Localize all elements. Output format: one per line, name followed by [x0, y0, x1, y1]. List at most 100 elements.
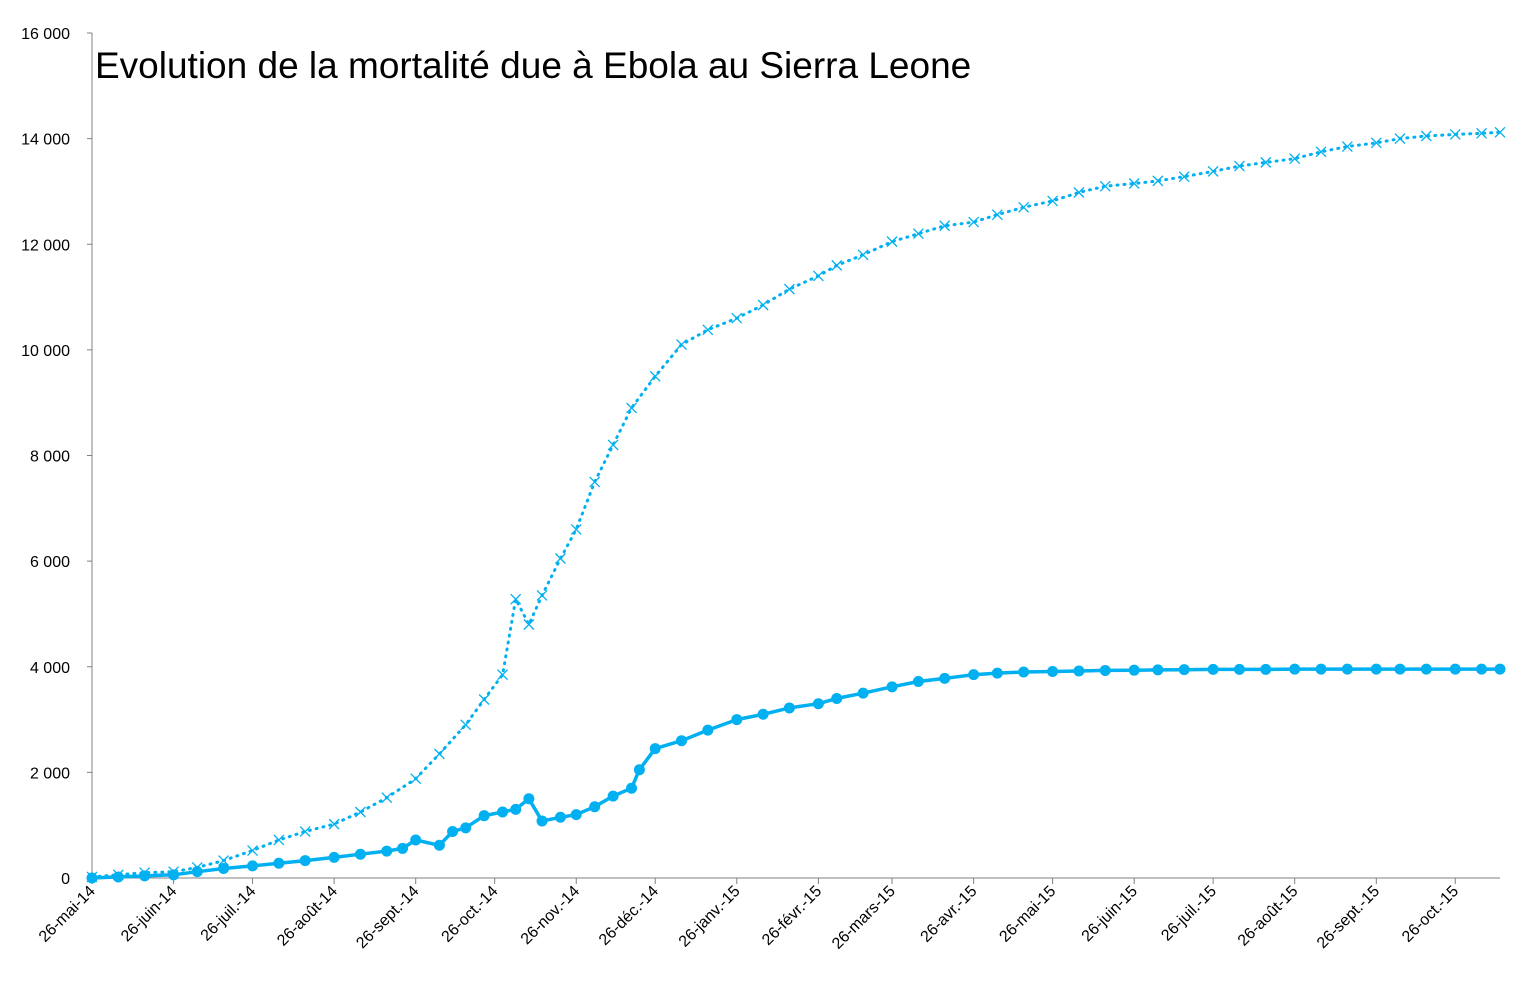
- series-1-point: [783, 283, 795, 295]
- y-tick-label: 4 000: [30, 660, 70, 677]
- series-2-point: [831, 692, 843, 704]
- series-1-point: [1073, 187, 1085, 198]
- y-tick-label: 14 000: [21, 132, 70, 149]
- series-2-point: [1207, 663, 1219, 675]
- series-1-line: [90, 130, 1502, 879]
- series-1-point: [1394, 133, 1406, 145]
- series-1-point: [1047, 195, 1059, 207]
- series-1-point: [1018, 201, 1030, 213]
- series-2-point: [1047, 666, 1059, 678]
- series-2-point: [1494, 663, 1506, 675]
- series-1-point: [1207, 165, 1219, 177]
- series-2-point: [1289, 663, 1301, 675]
- series-2-point: [478, 810, 490, 822]
- series-2-point: [757, 708, 769, 720]
- series-2-point: [168, 869, 180, 881]
- series-1-point: [554, 553, 566, 564]
- series-2-point: [497, 806, 509, 818]
- series-1-point: [510, 593, 522, 605]
- series-2-point: [1420, 663, 1432, 675]
- series-1-point: [626, 402, 637, 414]
- series-2-point: [912, 676, 924, 688]
- series-layer: [86, 126, 1506, 884]
- series-2-point: [626, 782, 638, 794]
- series-1-point: [1128, 178, 1140, 189]
- series-2-point: [1394, 663, 1406, 675]
- series-1-point: [757, 299, 769, 311]
- series-2-point: [1476, 663, 1488, 675]
- series-2-point: [299, 855, 311, 867]
- series-1-point: [1099, 180, 1111, 192]
- series-2-point: [523, 793, 535, 805]
- series-1-point: [1315, 146, 1327, 158]
- series-1-point: [731, 312, 743, 324]
- series-2-point: [607, 790, 619, 802]
- series-1-point: [968, 216, 980, 228]
- series-1-point: [1420, 130, 1432, 142]
- series-2-point: [1099, 664, 1111, 676]
- series-2-point: [968, 669, 980, 681]
- series-2-point: [218, 862, 230, 874]
- series-2-point: [1152, 664, 1164, 676]
- series-1-point: [812, 270, 824, 282]
- chart-title: Evolution de la mortalité due à Ebola au…: [95, 45, 971, 86]
- series-1-point: [1370, 137, 1382, 149]
- series-2-point: [702, 724, 714, 736]
- series-1-point: [676, 339, 687, 351]
- series-2-point: [328, 851, 340, 863]
- series-2-point: [570, 809, 582, 821]
- series-2-point: [86, 872, 98, 884]
- series-1-point: [1289, 153, 1301, 165]
- series-1-point: [523, 619, 535, 630]
- series-2-point: [510, 803, 522, 815]
- series-2-point: [1370, 663, 1382, 675]
- series-2-point: [447, 826, 459, 838]
- series-2-point: [554, 811, 566, 823]
- series-1-point: [478, 694, 490, 705]
- series-2-point: [857, 687, 869, 699]
- series-2-point: [1178, 664, 1190, 676]
- series-2-point: [1260, 663, 1272, 675]
- series-1: [86, 126, 1506, 883]
- series-2-point: [1128, 664, 1140, 676]
- series-1-point: [589, 476, 601, 488]
- series-1-point: [649, 370, 661, 382]
- series-2-point: [397, 842, 409, 854]
- series-2-point: [139, 870, 151, 882]
- series-1-point: [218, 855, 230, 867]
- series-1-point: [570, 523, 582, 535]
- series-2-point: [886, 681, 898, 693]
- series-1-point: [299, 826, 311, 837]
- series-1-point: [328, 818, 340, 830]
- series-2-point: [354, 848, 366, 860]
- series-1-point: [433, 748, 445, 760]
- series-1-point: [460, 719, 472, 731]
- y-tick-label: 16 000: [21, 26, 70, 43]
- series-1-point: [702, 324, 714, 336]
- series-1-point: [1152, 175, 1164, 187]
- series-2-point: [273, 857, 285, 869]
- y-tick-label: 12 000: [21, 237, 70, 254]
- series-2-point: [247, 860, 259, 872]
- series-1-point: [354, 806, 366, 818]
- series-2-point: [1233, 663, 1245, 675]
- series-2-point: [410, 834, 422, 846]
- y-tick-label: 2 000: [30, 765, 70, 782]
- series-2-point: [1073, 665, 1085, 677]
- series-1-point: [536, 589, 548, 601]
- series-1-point: [247, 845, 258, 856]
- series-1-point: [1233, 160, 1245, 172]
- series-1-point: [857, 249, 869, 261]
- series-1-point: [991, 209, 1003, 221]
- series-1-point: [1476, 127, 1488, 139]
- series-1-point: [912, 228, 924, 240]
- series-2-point: [1341, 663, 1353, 675]
- series-2-point: [1018, 666, 1030, 678]
- series-2-point: [536, 815, 548, 827]
- series-2-point: [460, 822, 472, 834]
- series-1-point: [831, 259, 843, 271]
- series-1-point: [1260, 156, 1272, 168]
- series-2-point: [731, 714, 743, 726]
